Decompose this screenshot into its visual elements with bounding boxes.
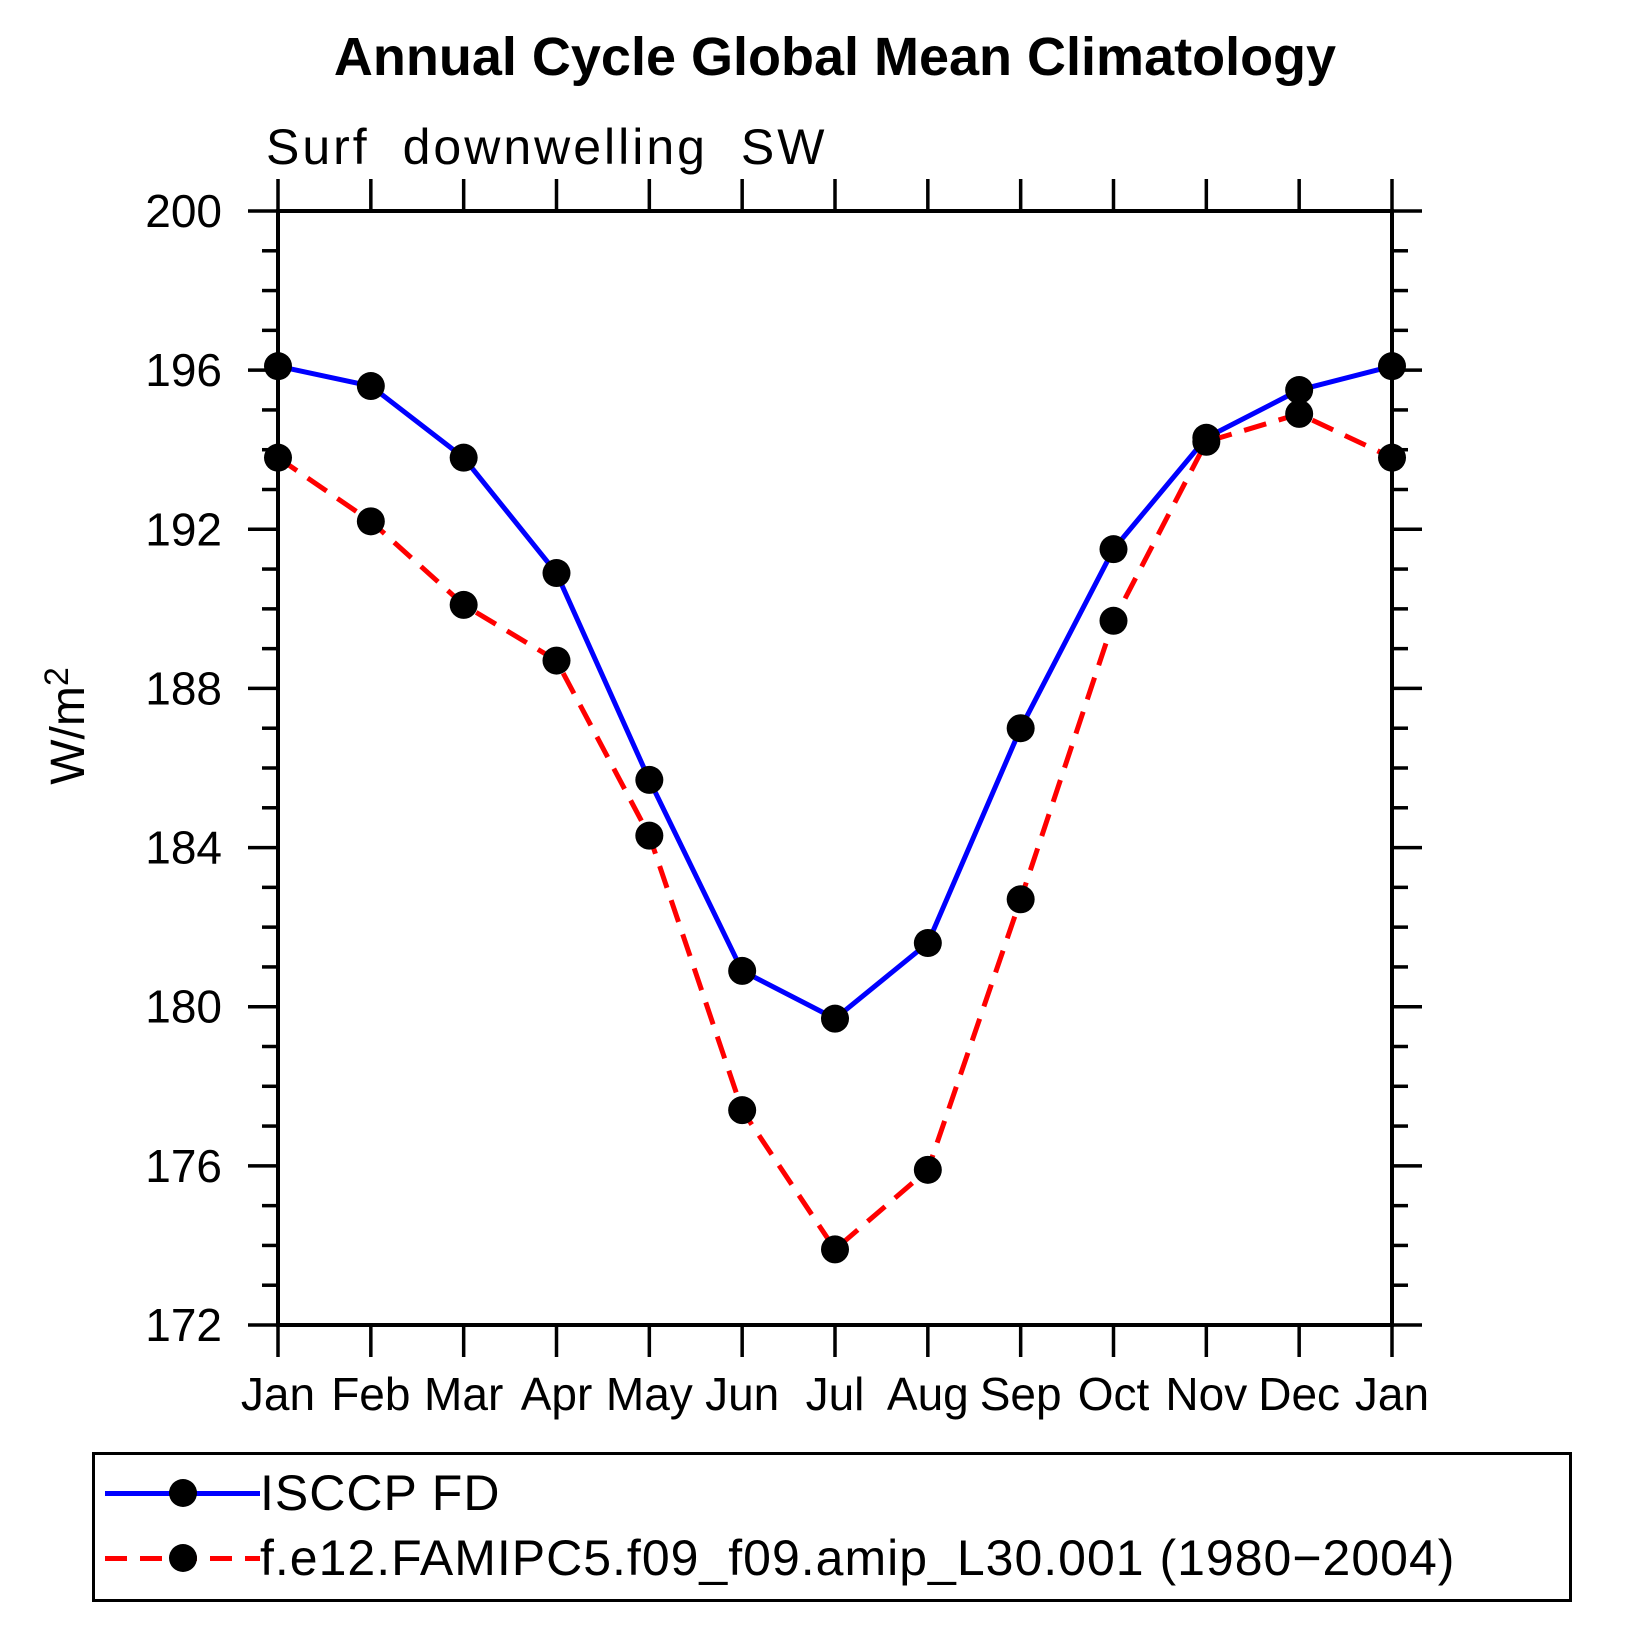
- month-label: Apr: [521, 1368, 593, 1420]
- data-point-marker: [1378, 352, 1406, 381]
- y-tick-label: 192: [145, 503, 222, 555]
- legend-item-model: f.e12.FAMIPC5.f09_f09.amip_L30.001 (1980…: [105, 1530, 1455, 1586]
- month-label: Nov: [1165, 1368, 1247, 1420]
- data-point-marker: [1378, 443, 1406, 472]
- series-line: [276, 411, 1394, 1254]
- data-point-marker: [449, 590, 478, 619]
- month-label: Dec: [1258, 1368, 1340, 1420]
- month-label: Feb: [331, 1368, 410, 1420]
- legend-item-isccp-fd: ISCCP FD: [105, 1465, 500, 1521]
- data-point-marker: [1006, 714, 1035, 743]
- y-axis-unit-label: W/m2: [38, 667, 95, 785]
- data-point-marker: [356, 507, 385, 536]
- month-label: Oct: [1078, 1368, 1150, 1420]
- legend-sample-solid-line: [105, 1478, 260, 1508]
- y-tick-label: 200: [145, 185, 222, 237]
- data-point-marker: [728, 1096, 757, 1125]
- data-point-marker: [264, 352, 292, 381]
- data-point-marker: [821, 1004, 849, 1033]
- data-point-marker: [913, 929, 942, 958]
- month-label: Jan: [1355, 1368, 1429, 1420]
- y-tick-label: 180: [145, 981, 222, 1033]
- series-line: [277, 363, 1393, 1022]
- legend-label: ISCCP FD: [260, 1465, 501, 1521]
- y-tick-label: 184: [145, 822, 222, 874]
- y-axis-ticks: [248, 209, 1422, 1327]
- data-point-marker: [1006, 885, 1035, 914]
- month-label: Jan: [241, 1368, 315, 1420]
- x-axis-labels: Jan Feb Mar Apr May Jun Jul Aug Sep Oct Nov Dec Jan: [241, 1368, 1429, 1420]
- month-label: Jul: [806, 1368, 865, 1420]
- data-point-marker: [821, 1235, 849, 1264]
- month-label: Aug: [887, 1368, 969, 1420]
- data-point-marker: [264, 443, 292, 472]
- data-point-marker: [728, 956, 757, 985]
- chart-title: Annual Cycle Global Mean Climatology: [333, 27, 1337, 87]
- legend-sample-dashed-line: [105, 1543, 260, 1573]
- chart-subtitle: Surf downwelling SW: [266, 119, 828, 175]
- data-point-marker: [1099, 535, 1128, 564]
- data-point-marker: [1192, 427, 1221, 456]
- legend-label: f.e12.FAMIPC5.f09_f09.amip_L30.001 (1980…: [260, 1530, 1456, 1586]
- data-point-marker: [542, 559, 571, 588]
- data-point-marker: [913, 1155, 942, 1184]
- y-tick-label: 188: [145, 662, 222, 714]
- series-1: [264, 399, 1406, 1264]
- data-point-marker: [635, 765, 664, 794]
- month-label: Jun: [705, 1368, 779, 1420]
- data-point-marker: [1285, 399, 1314, 428]
- month-label: May: [606, 1368, 693, 1420]
- data-point-marker: [542, 646, 571, 675]
- legend-marker-dot: [168, 1479, 197, 1507]
- data-point-marker: [356, 372, 385, 401]
- data-point-marker: [449, 443, 478, 472]
- y-tick-label: 172: [145, 1299, 222, 1351]
- x-axis-ticks: [276, 179, 1394, 1357]
- month-label: Sep: [980, 1368, 1062, 1420]
- series-0: [264, 352, 1406, 1033]
- data-point-marker: [1285, 376, 1314, 405]
- data-point-marker: [1099, 606, 1128, 635]
- legend: ISCCP FD f.e12.FAMIPC5.f09_f09.amip_L30.…: [92, 1452, 1572, 1602]
- plot-frame: [276, 209, 1394, 1327]
- y-tick-label: 196: [145, 344, 222, 396]
- y-tick-label: 176: [145, 1140, 222, 1192]
- legend-marker-dot: [168, 1544, 197, 1572]
- y-axis-labels: 172 176 180 184 188 192 196 200: [145, 185, 222, 1351]
- data-point-marker: [635, 821, 664, 850]
- month-label: Mar: [424, 1368, 503, 1420]
